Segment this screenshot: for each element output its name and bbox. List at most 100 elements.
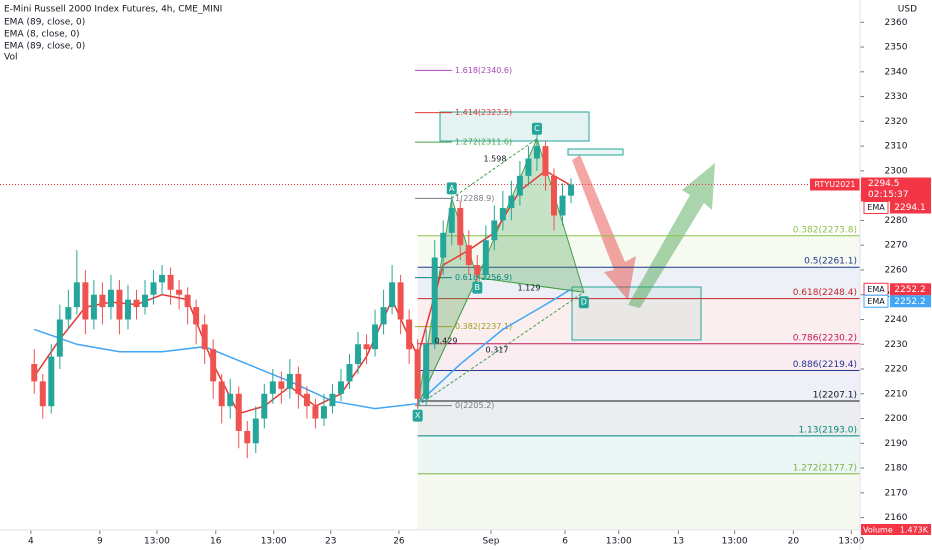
x-tick-label: 13:00 [144,537,170,547]
fib-label: 1.272(2177.7) [793,463,857,473]
candle-body [491,220,498,241]
ema-tag-name: EMA [867,297,885,306]
fib-label: 1(2207.1) [813,390,857,400]
ema-tag-value: 2294.1 [894,203,926,213]
candle-body [320,406,327,419]
indicator: Vol [4,53,17,63]
candle-body [73,282,80,308]
ema-fast [33,170,572,415]
pattern-point-box [578,296,589,309]
y-tick-label: 2200 [885,414,908,424]
candle-body [431,257,438,345]
pattern-level-label: 0.382(2237.1) [455,322,512,331]
pattern-link [477,277,584,293]
candle-body [568,184,575,196]
ema-tag-value: 2252.2 [894,297,926,307]
candle-body [559,195,566,216]
candle-body [482,240,489,275]
countdown: 02:15:37 [868,190,908,200]
volume-tag-value: 1.473K [900,526,929,535]
x-tick-label: Sep [482,537,499,547]
fib-label: 0.618(2248.4) [793,288,857,298]
fib-zone [417,235,860,268]
pattern-level-label: 0.618(2256.9) [455,273,512,282]
y-tick-label: 2310 [885,142,908,152]
candle-body [142,294,149,308]
ema-tag-box [890,283,931,296]
candle-body [218,381,225,407]
y-tick-label: 2340 [885,67,908,77]
candle-body [201,324,208,350]
fib-zone [417,400,860,436]
y-tick-label: 2350 [885,43,908,53]
ema-slow [34,288,572,410]
candle-body [65,307,72,320]
x-tick-label: 16 [210,537,222,547]
x-tick-label: 4 [28,537,34,547]
fib-zone [417,435,860,474]
x-tick-label: 6 [562,537,568,547]
candle-body [372,324,379,350]
x-tick-label: 20 [788,537,800,547]
candle-body [176,289,183,295]
fib-zone [417,370,860,401]
candle-body [525,158,532,176]
candle-body [448,208,455,233]
candle-body [193,307,200,325]
y-tick-label: 2160 [885,513,908,523]
candle-body [150,282,157,295]
pattern-point-box [531,122,542,135]
ratio-label: 1.598 [484,155,507,164]
candle-body [406,319,413,350]
y-tick-label: 2270 [885,241,908,251]
ratio-label: 0.317 [486,346,509,355]
fib-label: 0.5(2261.1) [804,257,857,267]
chart-title: E-Mini Russell 2000 Index Futures, 4h, C… [4,5,222,15]
fib-zone [417,298,860,344]
candle-body [244,430,251,444]
y-tick-label: 2360 [885,18,908,28]
pattern-point-box [472,281,483,294]
candle-body [278,381,285,389]
fib-zone [417,267,860,299]
candle-body [107,289,114,308]
candle-body [235,393,242,431]
x-tick-label: 13 [673,537,684,547]
ema-tag-name-box [863,201,889,215]
fib-label: 1.13(2193.0) [798,425,857,435]
candle-body [56,319,63,357]
currency: USD [898,5,917,15]
pattern-point: B [475,283,481,292]
y-tick-label: 2330 [885,92,908,102]
bear-arrow [572,155,636,300]
ema-tag-box [890,295,931,308]
candle-body [303,393,310,407]
candle-body [508,195,515,209]
candle-body [474,265,481,275]
pattern-level-label: 0(2205.2) [455,401,494,410]
pattern-link [417,291,585,407]
pattern-level-label: 1(2288.9) [455,194,494,203]
ema-tag-value: 2252.2 [894,285,926,295]
x-tick-label: 9 [97,537,103,547]
candle-body [550,175,557,216]
pattern-level-label: 1.618(2340.6) [455,66,512,75]
y-tick-label: 2180 [885,464,908,474]
symbol-tag [810,178,860,191]
pattern-point: X [415,411,421,420]
candle-body [465,245,472,265]
volume-tag-box [861,524,931,535]
pattern-point: A [449,184,455,193]
ema-tag-name: EMA [867,203,885,212]
pattern-link [451,138,538,199]
candle-body [542,146,549,176]
prz-box [571,286,702,341]
candle-body [227,393,234,407]
candle-body [346,364,353,382]
candle-body [457,208,464,246]
pattern-link [417,277,478,406]
candle-body [48,356,55,407]
ratio-label: 1.129 [518,284,541,293]
fib-zone [417,343,860,371]
